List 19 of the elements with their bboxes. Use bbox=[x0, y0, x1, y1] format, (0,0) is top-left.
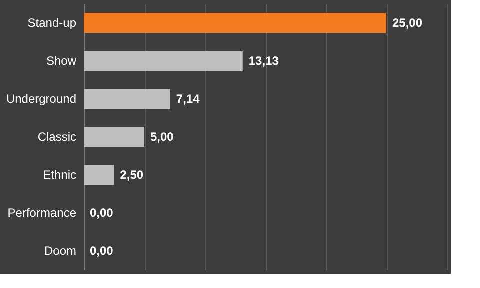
y-tick-label: Ethnic bbox=[43, 168, 76, 182]
y-tick-label: Performance bbox=[8, 206, 77, 220]
y-tick-label: Show bbox=[46, 54, 77, 68]
y-tick-label: Underground bbox=[6, 92, 76, 106]
data-label: 2,50 bbox=[120, 168, 144, 182]
bar bbox=[84, 165, 114, 185]
bar bbox=[84, 127, 144, 147]
data-label: 0,00 bbox=[90, 206, 114, 220]
y-tick-label: Classic bbox=[38, 130, 76, 144]
data-label: 25,00 bbox=[392, 16, 423, 30]
bar bbox=[84, 51, 243, 71]
y-tick-label: Stand-up bbox=[28, 16, 77, 30]
data-label: 7,14 bbox=[176, 92, 200, 106]
data-label: 0,00 bbox=[90, 244, 114, 258]
y-tick-label: Doom bbox=[44, 244, 76, 258]
bar bbox=[84, 89, 170, 109]
data-label: 13,13 bbox=[248, 54, 280, 68]
data-label: 5,00 bbox=[150, 130, 174, 144]
bar bbox=[84, 13, 386, 33]
